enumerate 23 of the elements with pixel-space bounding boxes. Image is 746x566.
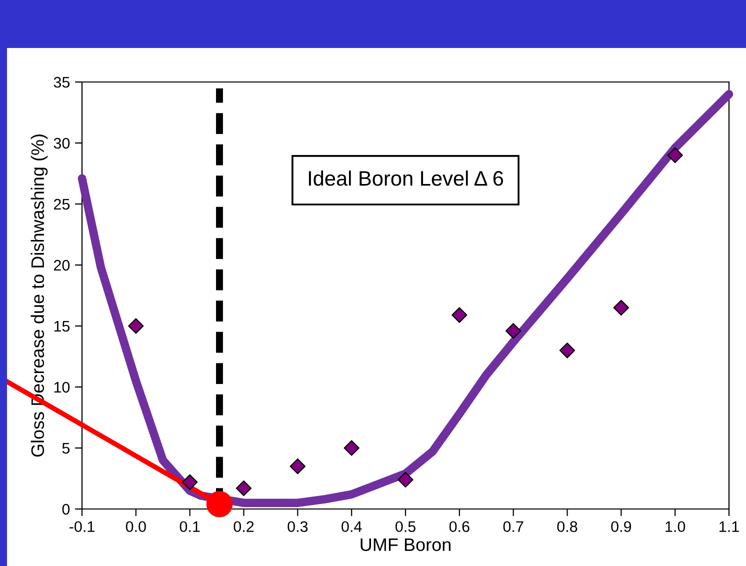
annotation: Ideal Boron Level Δ 6 (308, 170, 504, 186)
y-tick-label: 30 (54, 138, 70, 149)
x-tick-label: 0.3 (288, 521, 308, 532)
x-tick-label: 0.2 (234, 521, 254, 532)
x-tick-label: 0.9 (611, 521, 632, 532)
x-tick-label: 0.8 (557, 521, 578, 532)
y-tick-label: 0 (62, 504, 70, 515)
x-tick-label: 0.0 (126, 521, 146, 532)
y-tick-label: 35 (54, 76, 70, 88)
y-tick-label: 25 (54, 198, 70, 210)
x-axis-title: UMF Boron (360, 538, 450, 552)
y-tick-label: 15 (54, 321, 70, 332)
x-tick-label: 0.7 (503, 521, 524, 532)
x-tick-label: 1.0 (666, 521, 686, 532)
x-tick-label: 0.5 (395, 521, 416, 532)
y-tick-label: 5 (62, 443, 70, 454)
y-tick-label: 20 (54, 260, 70, 271)
x-tick-label: -0.1 (70, 521, 94, 532)
y-tick-label: 10 (54, 382, 70, 393)
x-tick-label: 0.4 (342, 521, 362, 532)
x-tick-label: 0.6 (449, 521, 470, 532)
x-tick-label: 1.1 (720, 521, 739, 532)
x-tick-label: 0.1 (180, 521, 200, 532)
